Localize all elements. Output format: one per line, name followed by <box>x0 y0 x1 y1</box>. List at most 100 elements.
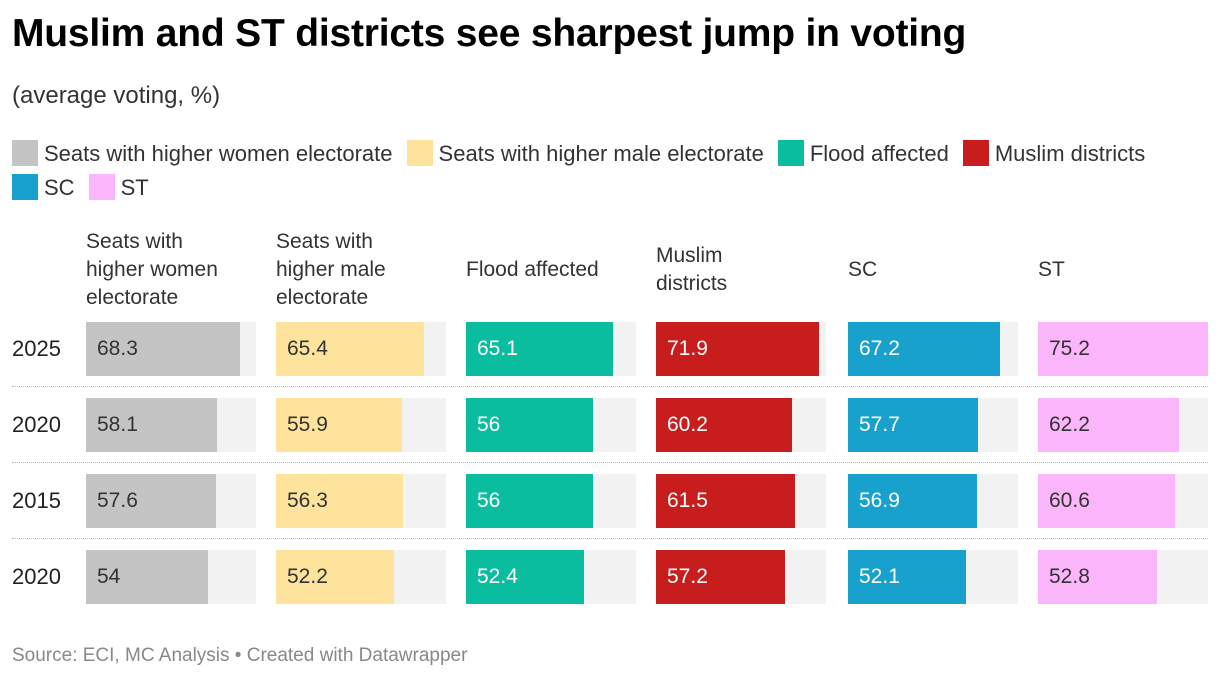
bar-track: 75.2 <box>1038 322 1208 376</box>
legend-swatch <box>12 140 38 166</box>
bar <box>276 398 403 452</box>
bar <box>86 550 209 604</box>
column-header: Flood affected <box>466 228 646 312</box>
data-label: 60.6 <box>1049 489 1090 512</box>
data-label: 54 <box>97 565 121 588</box>
data-label: 57.7 <box>859 413 900 436</box>
column-header-label: Muslim districts <box>656 244 728 295</box>
bar-track: 54 <box>86 550 256 604</box>
legend-swatch <box>88 174 115 200</box>
bar-track: 71.9 <box>656 322 826 376</box>
data-label: 56 <box>477 413 501 436</box>
legend-item: Seats with higher male electorate <box>406 137 764 171</box>
data-label: 57.6 <box>97 489 138 512</box>
bar <box>276 322 424 376</box>
bar <box>276 550 394 604</box>
bar-track: 52.1 <box>848 550 1018 604</box>
data-label: 52.2 <box>287 565 328 588</box>
bar <box>86 398 218 452</box>
data-label: 75.2 <box>1049 337 1090 360</box>
legend-label: SC <box>44 175 75 200</box>
row-divider <box>12 386 1208 387</box>
column-header-label: ST <box>1038 258 1065 281</box>
bar-track: 60.2 <box>656 398 826 452</box>
bar <box>656 550 786 604</box>
data-label: 58.1 <box>97 413 138 436</box>
bar-track: 56.3 <box>276 474 446 528</box>
bar <box>466 550 585 604</box>
bar-track: 52.4 <box>466 550 636 604</box>
bar <box>848 474 977 528</box>
data-label: 65.1 <box>477 337 518 360</box>
bar-track: 62.2 <box>1038 398 1208 452</box>
legend-label: Seats with higher women electorate <box>44 141 393 166</box>
data-label: 62.2 <box>1049 413 1090 436</box>
legend-item: Seats with higher women electorate <box>12 137 393 171</box>
data-label: 52.8 <box>1049 565 1090 588</box>
bar <box>466 398 593 452</box>
source-note: Source: ECI, MC Analysis • Created with … <box>12 645 468 666</box>
bar <box>86 322 241 376</box>
chart-title: Muslim and ST districts see sharpest jum… <box>12 12 967 55</box>
legend: Seats with higher women electorate Seats … <box>12 137 1212 205</box>
data-label: 65.4 <box>287 337 328 360</box>
legend-item: SC <box>12 171 75 205</box>
bar-track: 56 <box>466 398 636 452</box>
legend-swatch <box>962 140 989 166</box>
bar-track: 56 <box>466 474 636 528</box>
bar-track: 55.9 <box>276 398 446 452</box>
bar-track: 67.2 <box>848 322 1018 376</box>
legend-label: Flood affected <box>809 141 949 166</box>
bar-track: 57.6 <box>86 474 256 528</box>
column-header-label: Seats with higher male electorate <box>276 230 386 309</box>
data-label: 56.3 <box>287 489 328 512</box>
data-label: 55.9 <box>287 413 328 436</box>
data-label: 57.2 <box>667 565 708 588</box>
column-header: SC <box>848 228 1028 312</box>
legend-label: Muslim districts <box>994 141 1146 166</box>
column-header-label: Flood affected <box>466 258 599 281</box>
row-label: 2025 <box>12 336 61 361</box>
bar-track: 52.8 <box>1038 550 1208 604</box>
row-label: 2020 <box>12 564 61 589</box>
bar <box>656 322 819 376</box>
bar-track: 58.1 <box>86 398 256 452</box>
bar <box>656 398 793 452</box>
bar <box>276 474 404 528</box>
bar-track: 57.2 <box>656 550 826 604</box>
legend-item: Flood affected <box>777 137 949 171</box>
column-header-label: Seats with higher women electorate <box>86 230 218 309</box>
legend-swatch <box>777 140 804 166</box>
data-label: 52.4 <box>477 565 518 588</box>
bar-track: 68.3 <box>86 322 256 376</box>
data-label: 60.2 <box>667 413 708 436</box>
bar <box>1038 550 1158 604</box>
bar-track: 56.9 <box>848 474 1018 528</box>
column-header: ST <box>1038 228 1218 312</box>
bar <box>656 474 796 528</box>
data-label: 61.5 <box>667 489 708 512</box>
bar <box>1038 398 1179 452</box>
bar <box>1038 474 1175 528</box>
bar-track: 65.4 <box>276 322 446 376</box>
legend-label: Seats with higher male electorate <box>438 141 764 166</box>
row-divider <box>12 538 1208 539</box>
bar <box>86 474 217 528</box>
row-divider <box>12 462 1208 463</box>
row-label: 2020 <box>12 412 61 437</box>
data-label: 67.2 <box>859 337 900 360</box>
data-label: 71.9 <box>667 337 708 360</box>
bar-track: 60.6 <box>1038 474 1208 528</box>
bar-track: 57.7 <box>848 398 1018 452</box>
legend-item: Muslim districts <box>962 137 1146 171</box>
data-label: 68.3 <box>97 337 138 360</box>
column-header-label: SC <box>848 258 878 281</box>
bar <box>1038 322 1208 376</box>
bar <box>466 322 614 376</box>
legend-swatch <box>406 140 433 166</box>
data-label: 52.1 <box>859 565 900 588</box>
bar-track: 52.2 <box>276 550 446 604</box>
legend-swatch <box>12 174 38 200</box>
data-label: 56 <box>477 489 501 512</box>
